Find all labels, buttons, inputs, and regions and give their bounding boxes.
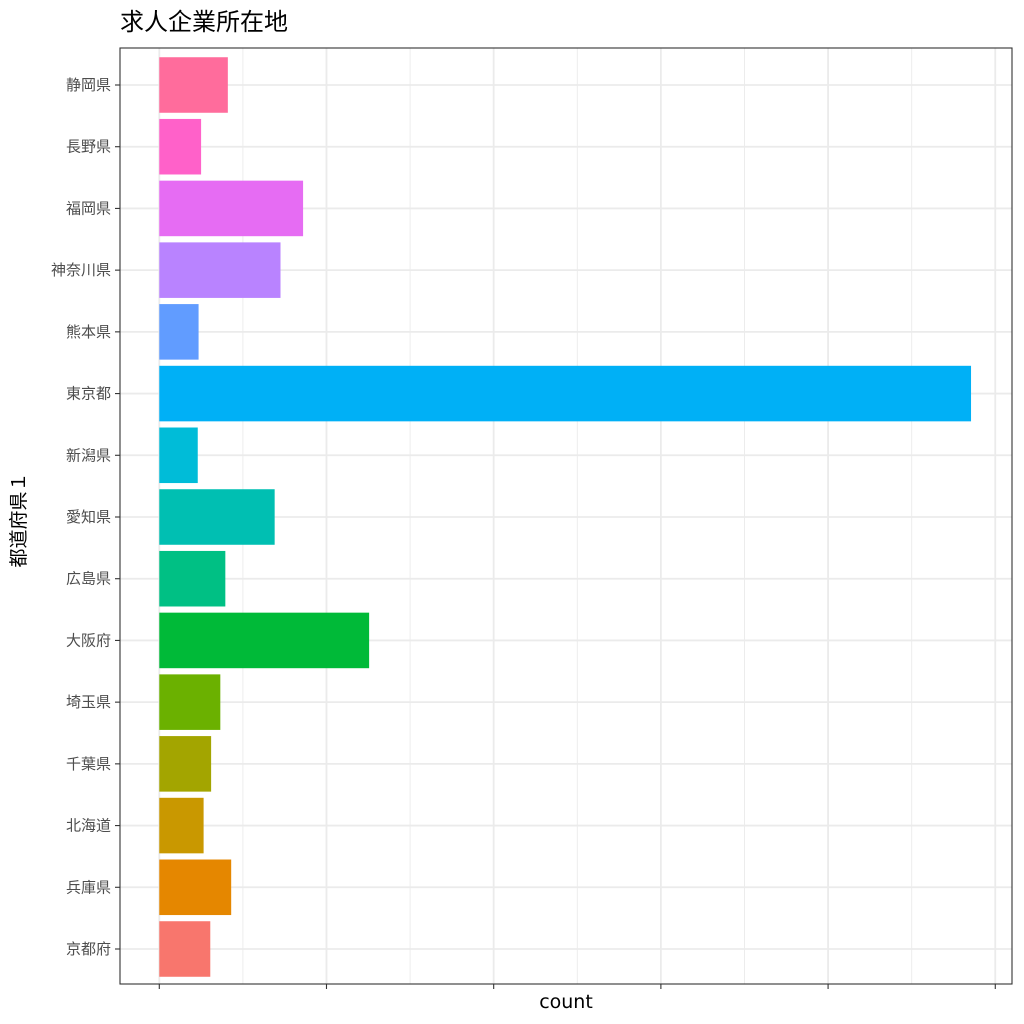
y-tick-label: 兵庫県: [66, 878, 111, 896]
y-axis-title: 都道府県１: [8, 472, 30, 567]
bar: [159, 118, 202, 175]
bar: [159, 304, 199, 360]
y-tick-label: 愛知県: [66, 508, 111, 526]
bar: [159, 242, 281, 298]
bar: [159, 180, 304, 237]
bar: [159, 365, 972, 422]
y-tick-label: 静岡県: [66, 76, 111, 94]
grid: [120, 48, 1012, 984]
y-tick-label: 千葉県: [66, 755, 111, 773]
plot-panel-border: [119, 47, 1013, 985]
bar: [159, 674, 221, 730]
y-tick-label: 新潟県: [66, 446, 111, 464]
y-tick-label: 広島県: [66, 570, 111, 588]
chart-title: 求人企業所在地: [120, 8, 288, 36]
x-axis-title: count: [539, 991, 593, 1013]
y-tick-label: 北海道: [66, 817, 111, 835]
bar: [159, 57, 228, 113]
y-tick-label: 福岡県: [66, 199, 111, 217]
y-tick-label: 京都府: [66, 940, 111, 958]
bar: [159, 797, 204, 854]
bar: [159, 427, 198, 484]
bar: [159, 612, 370, 669]
bars: [159, 57, 972, 977]
bar: [159, 859, 232, 916]
y-tick-label: 熊本県: [66, 323, 111, 341]
y-tick-label: 神奈川県: [51, 261, 111, 279]
bar: [159, 736, 212, 792]
y-tick-label: 大阪府: [66, 631, 111, 649]
bar: [159, 921, 211, 977]
y-tick-label: 東京都: [66, 385, 111, 403]
bar: [159, 550, 226, 607]
y-tick-label: 埼玉県: [66, 693, 111, 711]
axis-ticks: 静岡県長野県福岡県神奈川県熊本県東京都新潟県愛知県広島県大阪府埼玉県千葉県北海道…: [51, 76, 996, 989]
bar: [159, 489, 275, 545]
y-tick-label: 長野県: [66, 138, 111, 156]
